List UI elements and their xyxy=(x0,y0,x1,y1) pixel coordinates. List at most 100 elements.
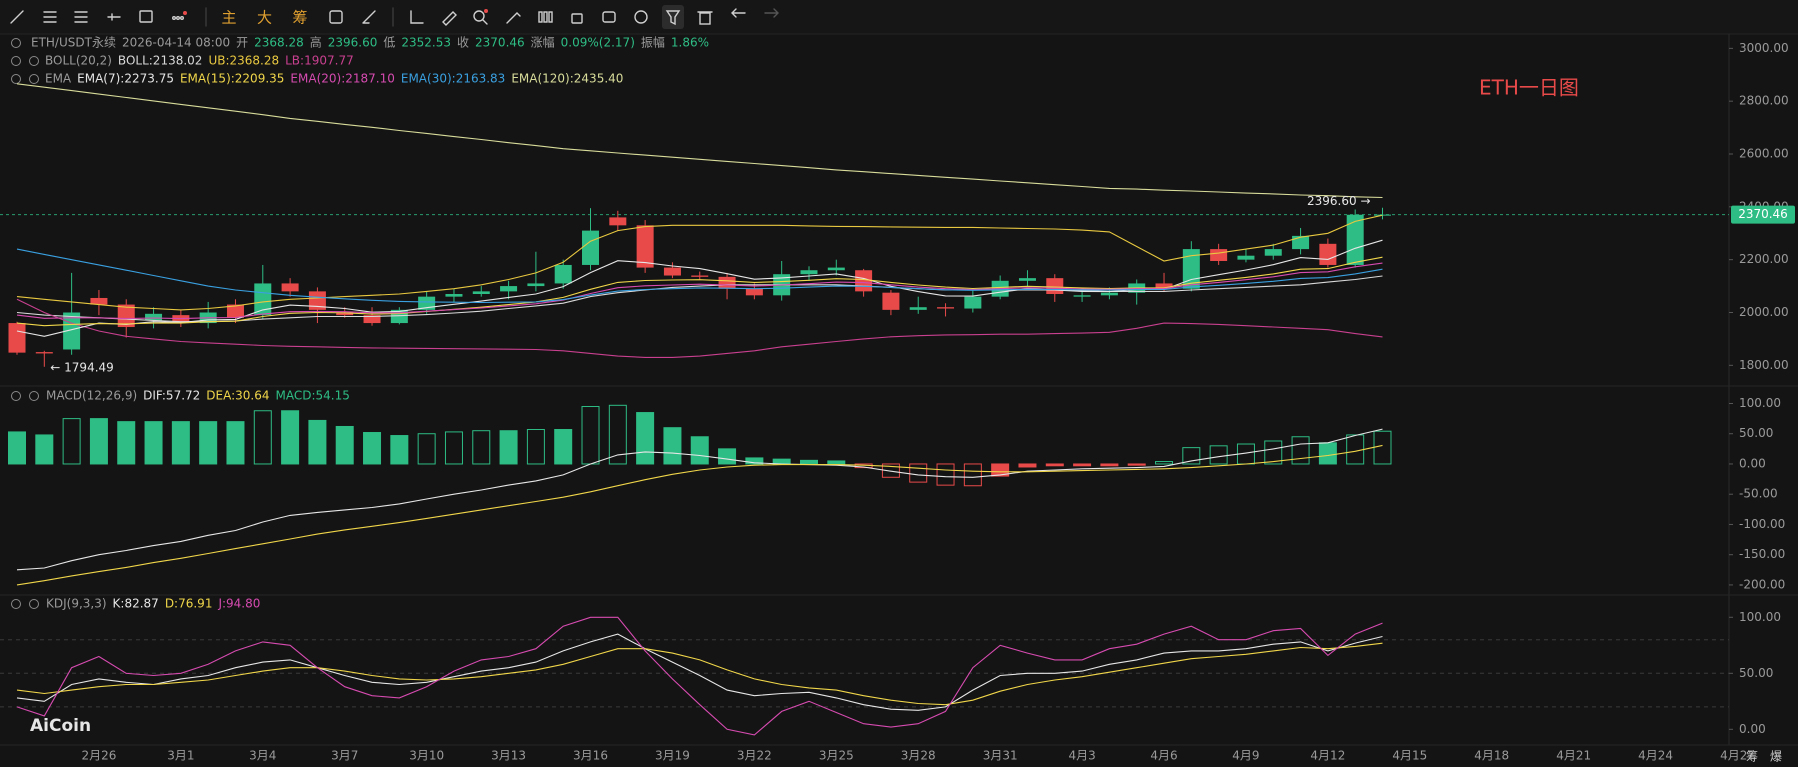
last-price-tag xyxy=(1731,205,1795,224)
candle-body xyxy=(855,270,873,292)
max-label: 2396.60 → xyxy=(1307,194,1371,208)
macd-bar xyxy=(690,436,709,465)
corner-button[interactable]: 筹 xyxy=(1746,750,1758,764)
icon-tool[interactable] xyxy=(329,10,343,24)
row-icons xyxy=(11,38,39,609)
icon-redo[interactable] xyxy=(764,8,779,18)
icon-pen[interactable] xyxy=(410,10,424,24)
legend-text: 低 xyxy=(383,36,395,50)
candle-body xyxy=(472,291,490,295)
y-tick-label: 0.00 xyxy=(1739,722,1766,736)
candle-body xyxy=(609,217,627,226)
icon-brush[interactable] xyxy=(506,12,521,24)
icon-rect[interactable] xyxy=(139,10,153,23)
candle-body xyxy=(691,275,709,277)
macd-bar xyxy=(171,421,190,465)
macd-bar xyxy=(199,421,218,465)
icon-text[interactable] xyxy=(602,11,616,23)
candle-body xyxy=(363,315,381,324)
legend-text: DEA:30.64 xyxy=(206,389,269,403)
icon-ruler[interactable] xyxy=(442,11,457,26)
icon-line[interactable] xyxy=(10,10,24,24)
candle-body xyxy=(1210,249,1228,261)
candle-body xyxy=(1155,283,1173,289)
series-line xyxy=(16,214,1383,311)
x-tick-label: 3月16 xyxy=(573,749,608,763)
legend-text: LB:1907.77 xyxy=(285,54,354,68)
icon-trash[interactable] xyxy=(697,11,713,25)
y-tick-label: -200.00 xyxy=(1739,577,1785,591)
series-line xyxy=(16,262,1383,320)
icon-hlines[interactable] xyxy=(43,11,57,23)
icon-more[interactable] xyxy=(171,11,187,21)
legend-text: 振幅 xyxy=(641,35,665,50)
candle-body xyxy=(663,267,681,276)
x-tick-label: 4月3 xyxy=(1068,749,1095,763)
icon-undo[interactable] xyxy=(731,8,746,18)
icon-filter[interactable] xyxy=(665,10,681,26)
macd-bar xyxy=(62,418,81,465)
macd-bar xyxy=(745,457,764,465)
macd-bar xyxy=(444,431,463,465)
macd-bar xyxy=(663,427,682,465)
x-tick-label: 4月9 xyxy=(1232,749,1259,763)
icon-hray[interactable] xyxy=(107,13,121,21)
macd-bar xyxy=(1318,442,1337,465)
icon-zoom[interactable] xyxy=(473,9,488,25)
macd-bar xyxy=(1045,463,1064,467)
macd-bar xyxy=(991,463,1010,477)
x-tick-label: 4月18 xyxy=(1474,749,1509,763)
legend-text: EMA(15):2209.35 xyxy=(180,72,284,86)
macd-bar xyxy=(1182,447,1201,465)
y-tick-label: 0.00 xyxy=(1739,456,1766,470)
macd-bar xyxy=(1073,463,1092,467)
icon-bars[interactable] xyxy=(538,11,553,23)
candle-body xyxy=(254,283,272,316)
legend-text: J:94.80 xyxy=(217,597,260,611)
macd-bar xyxy=(963,463,982,487)
macd-bar xyxy=(253,410,272,465)
y-tick-label: 50.00 xyxy=(1739,426,1773,440)
candle-body xyxy=(882,292,900,310)
legend-text: UB:2368.28 xyxy=(208,54,279,68)
toolbar-button[interactable]: 主 xyxy=(221,9,236,27)
y-tick-label: 2000.00 xyxy=(1739,305,1789,319)
icon-parallel[interactable] xyxy=(74,11,88,23)
legend-text: EMA(30):2163.83 xyxy=(401,72,505,86)
x-tick-label: 4月12 xyxy=(1310,749,1345,763)
legend-text: EMA xyxy=(45,72,72,86)
macd-bar xyxy=(1127,463,1146,466)
y-tick-label: 50.00 xyxy=(1739,666,1773,680)
candle-body xyxy=(145,313,163,321)
legend-text: 0.09%(2.17) xyxy=(561,36,635,50)
candle-body xyxy=(8,323,26,353)
series-line xyxy=(16,633,1383,711)
x-tick-label: 3月7 xyxy=(331,749,358,763)
series-line xyxy=(16,428,1383,571)
series-line xyxy=(16,444,1383,586)
legend-text: KDJ(9,3,3) xyxy=(46,597,107,611)
icon-lock[interactable] xyxy=(571,13,583,24)
last-price-label: 2370.46 xyxy=(1738,207,1788,221)
macd-bar xyxy=(636,412,655,465)
y-tick-label: 3000.00 xyxy=(1739,41,1789,55)
macd-bar xyxy=(799,459,818,465)
candle-body xyxy=(1319,243,1337,265)
candle-body xyxy=(281,283,299,292)
candle-body xyxy=(1237,255,1255,260)
annotation: ETH一日图 xyxy=(1479,76,1579,100)
icon-eraser[interactable] xyxy=(362,10,376,24)
legend-text: K:82.87 xyxy=(113,597,159,611)
legend-text: 2026-04-14 08:00 xyxy=(122,36,230,50)
icon-magnet[interactable] xyxy=(634,10,648,24)
toolbar-button[interactable]: 筹 xyxy=(292,9,307,27)
macd-bar xyxy=(335,425,354,465)
macd-bar xyxy=(308,419,327,465)
corner-button[interactable]: 爆 xyxy=(1770,750,1782,764)
series-line xyxy=(16,275,1383,323)
macd-bar xyxy=(1018,463,1037,468)
series-line xyxy=(16,256,1383,327)
toolbar-button[interactable]: 大 xyxy=(257,9,272,27)
